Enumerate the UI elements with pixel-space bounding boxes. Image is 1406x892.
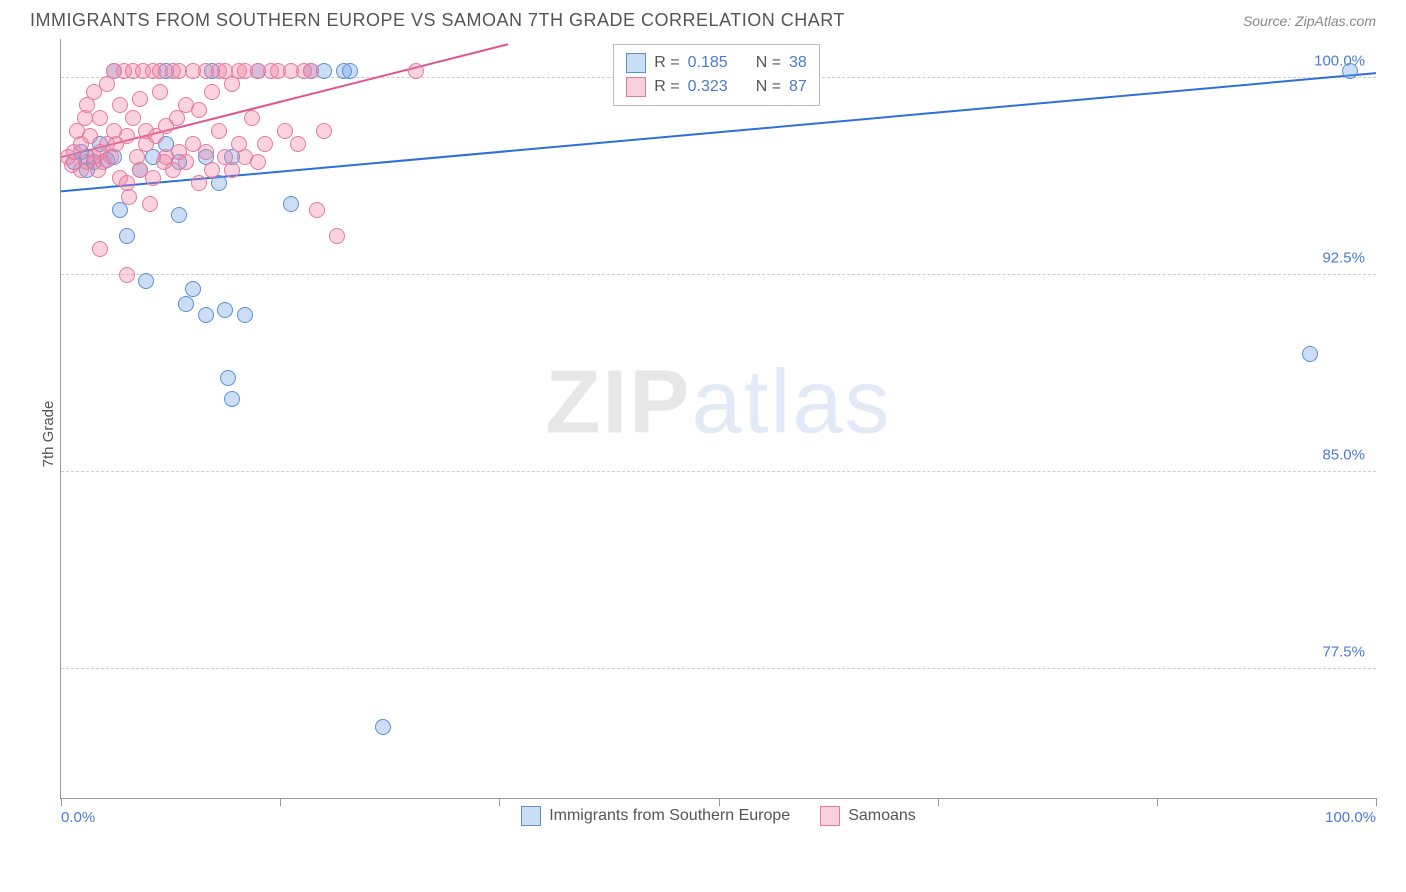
r-value: 0.185: [688, 54, 728, 72]
legend-label: Immigrants from Southern Europe: [549, 807, 790, 825]
data-point: [342, 63, 358, 79]
data-point: [152, 84, 168, 100]
data-point: [92, 110, 108, 126]
correlation-legend: R = 0.185 N = 38 R = 0.323 N = 87: [613, 44, 820, 106]
legend-row: R = 0.185 N = 38: [626, 51, 807, 75]
data-point: [145, 170, 161, 186]
data-point: [316, 123, 332, 139]
data-point: [250, 154, 266, 170]
chart-title: IMMIGRANTS FROM SOUTHERN EUROPE VS SAMOA…: [30, 10, 845, 31]
x-tick: [61, 798, 62, 806]
data-point: [178, 154, 194, 170]
data-point: [191, 102, 207, 118]
data-point: [303, 63, 319, 79]
data-point: [185, 281, 201, 297]
data-point: [224, 391, 240, 407]
data-point: [119, 267, 135, 283]
legend-label: Samoans: [848, 807, 916, 825]
data-point: [217, 302, 233, 318]
x-tick: [938, 798, 939, 806]
plot-area: ZIPatlas 77.5%85.0%92.5%100.0%0.0%100.0%…: [60, 39, 1376, 799]
data-point: [125, 110, 141, 126]
legend-item: Samoans: [820, 806, 916, 826]
legend-item: Immigrants from Southern Europe: [521, 806, 790, 826]
data-point: [224, 162, 240, 178]
trend-lines: [61, 39, 1376, 798]
n-label: N =: [756, 78, 781, 96]
data-point: [329, 228, 345, 244]
data-point: [309, 202, 325, 218]
x-tick: [1157, 798, 1158, 806]
x-tick: [499, 798, 500, 806]
data-point: [237, 307, 253, 323]
data-point: [121, 189, 137, 205]
data-point: [204, 84, 220, 100]
data-point: [119, 128, 135, 144]
x-tick: [719, 798, 720, 806]
data-point: [92, 241, 108, 257]
n-value: 38: [789, 54, 807, 72]
n-label: N =: [756, 54, 781, 72]
data-point: [142, 196, 158, 212]
data-point: [211, 123, 227, 139]
legend-swatch: [820, 806, 840, 826]
r-label: R =: [654, 78, 679, 96]
legend-swatch: [626, 77, 646, 97]
data-point: [132, 91, 148, 107]
data-point: [1302, 346, 1318, 362]
x-tick: [280, 798, 281, 806]
data-point: [244, 110, 260, 126]
data-point: [283, 196, 299, 212]
data-point: [290, 136, 306, 152]
r-value: 0.323: [688, 78, 728, 96]
data-point: [198, 307, 214, 323]
legend-swatch: [521, 806, 541, 826]
data-point: [375, 719, 391, 735]
source-attribution: Source: ZipAtlas.com: [1243, 13, 1376, 29]
x-tick: [1376, 798, 1377, 806]
r-label: R =: [654, 54, 679, 72]
y-axis-label: 7th Grade: [40, 401, 57, 468]
chart-wrap: 7th Grade ZIPatlas 77.5%85.0%92.5%100.0%…: [50, 39, 1376, 829]
data-point: [204, 162, 220, 178]
data-point: [119, 228, 135, 244]
data-point: [220, 370, 236, 386]
legend-row: R = 0.323 N = 87: [626, 75, 807, 99]
data-point: [112, 97, 128, 113]
data-point: [277, 123, 293, 139]
data-point: [198, 144, 214, 160]
series-legend: Immigrants from Southern Europe Samoans: [61, 806, 1376, 826]
data-point: [257, 136, 273, 152]
data-point: [82, 128, 98, 144]
data-point: [1342, 63, 1358, 79]
data-point: [191, 175, 207, 191]
legend-swatch: [626, 53, 646, 73]
data-point: [178, 296, 194, 312]
data-point: [138, 273, 154, 289]
data-point: [171, 207, 187, 223]
n-value: 87: [789, 78, 807, 96]
data-point: [408, 63, 424, 79]
header-row: IMMIGRANTS FROM SOUTHERN EUROPE VS SAMOA…: [0, 0, 1406, 39]
